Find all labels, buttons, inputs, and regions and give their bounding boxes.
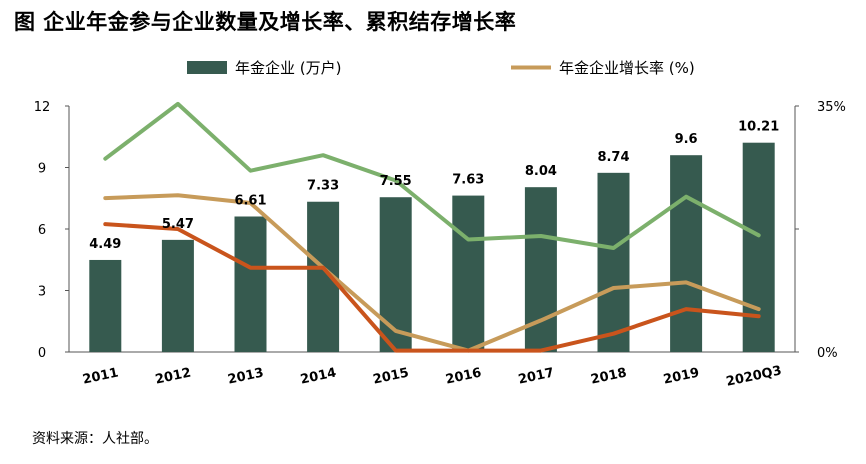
bar-value-label: 9.6 — [675, 132, 698, 147]
x-axis-tick-label: 2017 — [517, 365, 556, 387]
bar-value-label: 7.33 — [307, 179, 339, 194]
bar — [234, 216, 267, 352]
bar — [452, 195, 485, 352]
x-axis-tick-label: 2016 — [444, 365, 483, 387]
x-axis-tick-label: 2012 — [154, 365, 193, 387]
bar — [597, 172, 630, 352]
bar-value-label: 8.04 — [525, 164, 557, 179]
bar — [89, 259, 122, 352]
right-axis-tick-label: 35% — [817, 100, 846, 115]
left-axis-tick-label: 12 — [34, 100, 51, 115]
bar-value-label: 7.63 — [452, 173, 484, 188]
x-axis-tick-label: 2015 — [372, 365, 411, 387]
series-line-line-orange — [103, 222, 761, 353]
bar — [379, 197, 412, 352]
series-line-line-green — [103, 101, 761, 250]
bar-value-label: 7.55 — [380, 174, 412, 189]
bar-value-label: 10.21 — [738, 120, 779, 135]
x-axis-tick-label: 2019 — [662, 365, 701, 387]
x-axis-tick-label: 2013 — [227, 365, 266, 387]
x-axis-tick-label: 2018 — [590, 365, 629, 387]
legend-bar-swatch — [187, 61, 227, 74]
bar — [670, 155, 703, 352]
bar — [742, 142, 775, 352]
bar — [161, 239, 194, 352]
left-axis-tick-label: 6 — [38, 223, 46, 238]
right-axis-tick-label: 0% — [817, 346, 838, 361]
x-axis-tick-label: 2011 — [81, 365, 120, 387]
left-axis-tick-label: 0 — [38, 346, 46, 361]
bar — [524, 187, 557, 352]
axes: 0 3 6 9 12 0% 35% 2011 2012 2013 2014 2015 2016 2017 2… — [34, 100, 846, 390]
legend-line-label: 年金企业增长率 (%) — [559, 59, 695, 77]
bar-value-label: 6.61 — [234, 193, 266, 208]
bars — [89, 142, 775, 352]
left-axis-tick-label: 3 — [38, 285, 46, 300]
lines — [103, 101, 761, 353]
x-axis-tick-label: 2020Q3 — [725, 363, 783, 389]
chart-title: 图 企业年金参与企业数量及增长率、累积结存增长率 — [14, 10, 517, 34]
legend-bar-label: 年金企业 (万户) — [235, 59, 341, 77]
source-note: 资料来源：人社部。 — [32, 431, 158, 447]
left-axis-tick-label: 9 — [38, 162, 46, 177]
series-line-line-growth — [103, 193, 761, 353]
x-axis-tick-label: 2014 — [299, 365, 338, 387]
data-labels: 4.49 5.47 6.61 7.33 7.55 7.63 8.04 8.74 9.6 10.21 — [89, 120, 779, 252]
bar-value-label: 4.49 — [89, 237, 121, 252]
legend: 年金企业 (万户) 年金企业增长率 (%) — [187, 59, 695, 77]
bar-value-label: 5.47 — [162, 217, 194, 232]
bar-value-label: 8.74 — [597, 150, 629, 165]
